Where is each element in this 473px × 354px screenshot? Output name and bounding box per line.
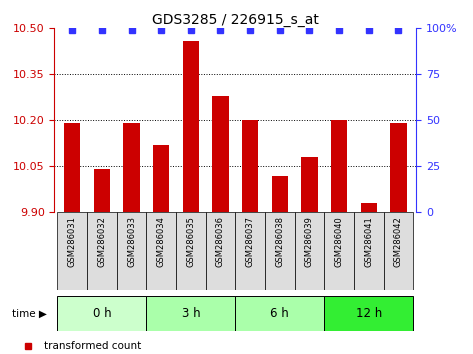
Text: 3 h: 3 h — [182, 307, 200, 320]
Bar — [57, 296, 146, 331]
Text: GSM286032: GSM286032 — [97, 216, 106, 267]
Bar — [64, 124, 80, 212]
Bar — [331, 120, 347, 212]
Bar — [183, 41, 199, 212]
Text: 12 h: 12 h — [356, 307, 382, 320]
Bar — [242, 120, 258, 212]
Text: GSM286036: GSM286036 — [216, 216, 225, 267]
Bar — [117, 212, 146, 290]
Bar — [212, 96, 228, 212]
Text: GSM286035: GSM286035 — [186, 216, 195, 267]
Text: GSM286042: GSM286042 — [394, 216, 403, 267]
Bar — [146, 212, 176, 290]
Bar — [87, 212, 117, 290]
Text: GSM286040: GSM286040 — [334, 216, 343, 267]
Text: GSM286041: GSM286041 — [364, 216, 373, 267]
Bar — [94, 170, 110, 212]
Text: time ▶: time ▶ — [12, 308, 47, 318]
Text: GSM286038: GSM286038 — [275, 216, 284, 267]
Bar — [324, 212, 354, 290]
Bar — [265, 212, 295, 290]
Bar — [301, 157, 318, 212]
Bar — [236, 296, 324, 331]
Text: transformed count: transformed count — [44, 341, 141, 352]
Bar — [295, 212, 324, 290]
Bar — [272, 176, 288, 212]
Bar — [123, 124, 140, 212]
Text: GSM286031: GSM286031 — [68, 216, 77, 267]
Text: GSM286039: GSM286039 — [305, 216, 314, 267]
Text: GSM286034: GSM286034 — [157, 216, 166, 267]
Text: 0 h: 0 h — [93, 307, 111, 320]
Bar — [153, 145, 169, 212]
Bar — [324, 296, 413, 331]
Bar — [390, 124, 407, 212]
Text: GSM286037: GSM286037 — [245, 216, 254, 267]
Bar — [57, 212, 87, 290]
Text: 6 h: 6 h — [271, 307, 289, 320]
Title: GDS3285 / 226915_s_at: GDS3285 / 226915_s_at — [152, 13, 319, 27]
Bar — [206, 212, 236, 290]
Bar — [176, 212, 206, 290]
Bar — [384, 212, 413, 290]
Text: GSM286033: GSM286033 — [127, 216, 136, 267]
Bar — [236, 212, 265, 290]
Bar — [146, 296, 236, 331]
Bar — [360, 203, 377, 212]
Bar — [354, 212, 384, 290]
